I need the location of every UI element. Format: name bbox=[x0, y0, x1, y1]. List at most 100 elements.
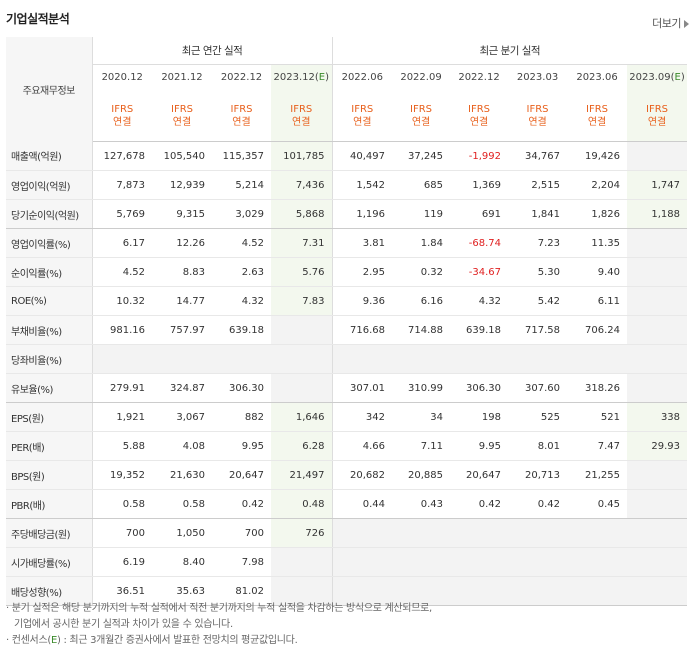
ifrs-label: 연결 bbox=[647, 116, 667, 128]
row-label: PER(배) bbox=[6, 431, 93, 461]
table-cell: 4.52 bbox=[212, 228, 271, 258]
row-label: PBR(배) bbox=[6, 489, 93, 519]
table-cell: 8.83 bbox=[152, 257, 212, 287]
table-cell: 4.66 bbox=[331, 431, 393, 461]
table-cell: 0.42 bbox=[212, 489, 271, 519]
table-cell bbox=[567, 576, 628, 606]
table-row: 순이익률(%) 4.52 8.83 2.63 5.76 2.95 0.32 -34.67 5.3… bbox=[6, 257, 688, 287]
table-cell bbox=[627, 141, 688, 171]
table-cell bbox=[627, 257, 688, 287]
period-header: 2022.06 bbox=[331, 64, 393, 90]
table-cell: 0.58 bbox=[152, 489, 212, 519]
row-label: BPS(원) bbox=[6, 460, 93, 490]
table-cell bbox=[331, 547, 393, 577]
table-cell bbox=[392, 547, 451, 577]
table-cell: 12,939 bbox=[152, 170, 212, 200]
table-cell: 198 bbox=[450, 402, 509, 432]
table-cell bbox=[392, 344, 451, 374]
table-cell bbox=[627, 286, 688, 316]
table-cell: 9.36 bbox=[331, 286, 393, 316]
table-cell: 3,067 bbox=[152, 402, 212, 432]
table-cell: 700 bbox=[92, 518, 152, 548]
period-row: 2020.12 2021.12 2022.12 2023.12(E) 2022.06 20… bbox=[6, 64, 688, 90]
table-cell bbox=[331, 518, 393, 548]
table-cell: 7,873 bbox=[92, 170, 152, 200]
footnotes: · 분기 실적은 해당 분기까지의 누적 실적에서 직전 분기까지의 누적 실적… bbox=[6, 601, 432, 649]
table-cell: 21,255 bbox=[567, 460, 628, 490]
table-cell: 2.63 bbox=[212, 257, 271, 287]
table-cell: 40,497 bbox=[331, 141, 393, 171]
table-cell bbox=[271, 344, 333, 374]
table-cell bbox=[450, 344, 509, 374]
table-cell: 714.88 bbox=[392, 315, 451, 345]
table-cell: 307.60 bbox=[508, 373, 568, 403]
table-cell: 1,369 bbox=[450, 170, 509, 200]
table-cell bbox=[567, 344, 628, 374]
table-cell: 310.99 bbox=[392, 373, 451, 403]
table-cell: 9.95 bbox=[450, 431, 509, 461]
table-cell: 4.32 bbox=[450, 286, 509, 316]
table-cell: 5,769 bbox=[92, 199, 152, 229]
table-cell: 5,214 bbox=[212, 170, 271, 200]
table-cell: 6.19 bbox=[92, 547, 152, 577]
table-cell bbox=[627, 315, 688, 345]
table-row: 영업이익(억원) 7,873 12,939 5,214 7,436 1,542 685 1,3… bbox=[6, 170, 688, 200]
table-row: 주당배당금(원) 700 1,050 700 726 bbox=[6, 518, 688, 548]
table-cell bbox=[627, 547, 688, 577]
table-cell: 2,204 bbox=[567, 170, 628, 200]
table-cell: 14.77 bbox=[152, 286, 212, 316]
table-cell bbox=[567, 547, 628, 577]
table-cell: 2.95 bbox=[331, 257, 393, 287]
table-cell: 4.08 bbox=[152, 431, 212, 461]
table-cell: 4.52 bbox=[92, 257, 152, 287]
table-cell: 342 bbox=[331, 402, 393, 432]
row-label: EPS(원) bbox=[6, 402, 93, 432]
table-cell: 757.97 bbox=[152, 315, 212, 345]
table-cell: 521 bbox=[567, 402, 628, 432]
table-cell: 0.43 bbox=[392, 489, 451, 519]
ifrs-label: 연결 bbox=[528, 116, 547, 128]
table-cell: 34,767 bbox=[508, 141, 568, 171]
period-header: 2020.12 bbox=[101, 72, 143, 83]
table-cell: 7.47 bbox=[567, 431, 628, 461]
row-label: 시가배당률(%) bbox=[6, 547, 93, 577]
ifrs-badge: IFRS 연결 bbox=[392, 90, 451, 142]
table-cell: 21,497 bbox=[271, 460, 333, 490]
table-cell: 1,542 bbox=[331, 170, 393, 200]
more-link[interactable]: 더보기 bbox=[652, 15, 689, 31]
table-cell: 716.68 bbox=[331, 315, 393, 345]
table-cell bbox=[331, 344, 393, 374]
table-row: EPS(원) 1,921 3,067 882 1,646 342 34 198 525 521 33… bbox=[6, 402, 688, 432]
ifrs-label: 연결 bbox=[411, 116, 431, 128]
table-cell: 37,245 bbox=[392, 141, 451, 171]
table-cell bbox=[152, 344, 212, 374]
table-cell: 20,682 bbox=[331, 460, 393, 490]
table-cell: 639.18 bbox=[450, 315, 509, 345]
table-cell: 306.30 bbox=[212, 373, 271, 403]
table-cell: 81.02 bbox=[212, 576, 271, 606]
row-label: 유보율(%) bbox=[6, 373, 93, 403]
table-cell: -68.74 bbox=[450, 228, 509, 258]
table-cell: 7.23 bbox=[508, 228, 568, 258]
table-cell: 726 bbox=[271, 518, 333, 548]
ifrs-badge: IFRS 연결 bbox=[331, 90, 393, 142]
table-cell: 700 bbox=[212, 518, 271, 548]
table-cell: 6.17 bbox=[92, 228, 152, 258]
table-cell: 324.87 bbox=[152, 373, 212, 403]
note-1: · 분기 실적은 해당 분기까지의 누적 실적에서 직전 분기까지의 누적 실적… bbox=[6, 603, 432, 614]
period-header: 2023.06 bbox=[576, 72, 618, 83]
table-row: 당기순이익(억원) 5,769 9,315 3,029 5,868 1,196 119 691… bbox=[6, 199, 688, 229]
table-cell: 3.81 bbox=[331, 228, 393, 258]
table-cell: 21,630 bbox=[152, 460, 212, 490]
table-cell: 101,785 bbox=[271, 141, 333, 171]
table-row: 배당성향(%) 36.51 35.63 81.02 bbox=[6, 576, 688, 606]
table-cell: 279.91 bbox=[92, 373, 152, 403]
table-cell: 9.95 bbox=[212, 431, 271, 461]
table-cell: 1,841 bbox=[508, 199, 568, 229]
table-cell: 318.26 bbox=[567, 373, 628, 403]
table-cell bbox=[627, 373, 688, 403]
table-cell: 6.11 bbox=[567, 286, 628, 316]
ifrs-label: 연결 bbox=[469, 116, 489, 128]
table-cell: 20,647 bbox=[212, 460, 271, 490]
table-cell: 10.32 bbox=[92, 286, 152, 316]
